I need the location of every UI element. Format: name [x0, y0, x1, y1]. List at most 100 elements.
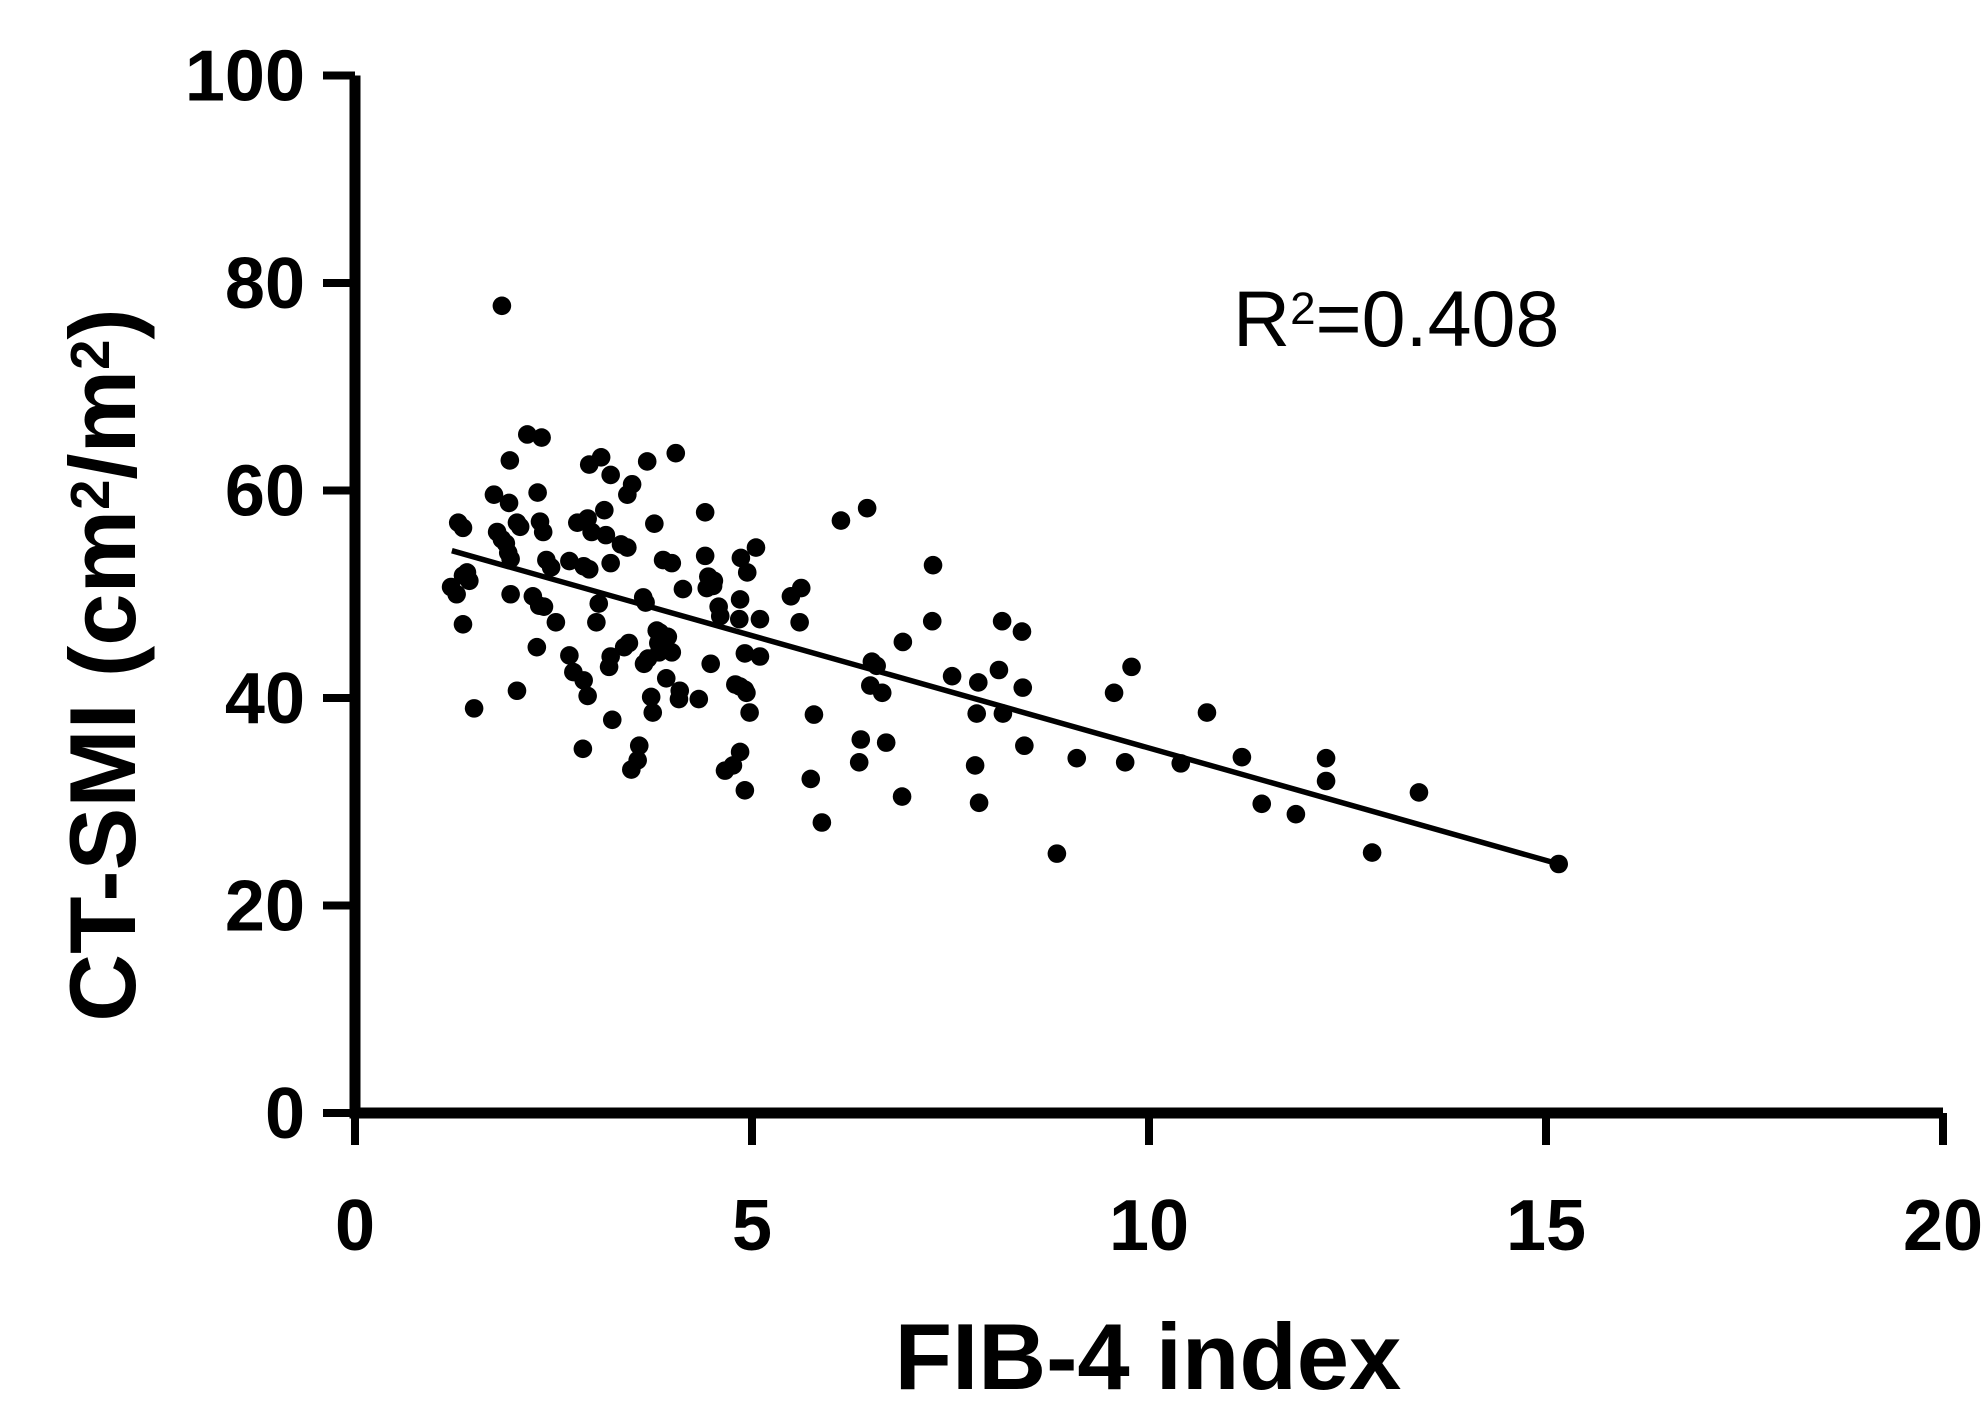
data-point — [669, 689, 689, 709]
data-point — [801, 769, 821, 789]
data-point — [737, 683, 756, 703]
data-point — [532, 428, 551, 447]
data-point — [560, 646, 579, 665]
data-point — [601, 553, 620, 573]
data-point — [1012, 622, 1032, 641]
data-point — [967, 704, 987, 723]
data-point — [595, 500, 614, 520]
data-point — [641, 687, 661, 707]
x-axis-title: FIB-4 index — [894, 1304, 1402, 1409]
axis-lines — [349, 75, 1943, 1119]
data-point — [589, 594, 609, 613]
data-point — [499, 493, 519, 513]
superscript: 2 — [59, 339, 121, 370]
data-point — [1104, 683, 1124, 703]
text-run: =0.408 — [1315, 274, 1560, 363]
data-point — [812, 813, 832, 832]
data-point — [573, 739, 593, 759]
data-point — [662, 553, 682, 573]
data-point — [710, 606, 730, 626]
data-point — [528, 483, 547, 502]
data-point — [574, 671, 593, 690]
data-point — [876, 733, 896, 752]
data-point — [492, 296, 512, 316]
data-point — [831, 511, 851, 530]
x-tick-label: 15 — [1506, 1186, 1586, 1266]
y-tick-label: 20 — [225, 867, 305, 947]
data-point — [730, 742, 750, 762]
data-point — [737, 563, 757, 582]
data-point — [517, 425, 537, 444]
data-point — [453, 615, 473, 634]
data-point — [546, 612, 566, 632]
data-point — [601, 647, 620, 666]
data-point — [602, 710, 622, 730]
data-point — [791, 578, 811, 598]
data-point — [893, 632, 913, 652]
data-point — [578, 686, 597, 706]
data-point — [460, 571, 479, 591]
data-point — [541, 557, 561, 577]
y-tick-label: 40 — [225, 659, 305, 739]
data-point — [636, 593, 655, 612]
data-point — [922, 611, 942, 631]
data-point — [645, 514, 664, 533]
y-tick-label: 80 — [225, 244, 305, 324]
data-point — [1122, 657, 1141, 677]
data-point — [1067, 748, 1087, 768]
data-point — [1015, 736, 1034, 756]
data-point — [510, 517, 530, 537]
x-tick-label: 20 — [1903, 1186, 1983, 1266]
text-run: R — [1233, 274, 1291, 363]
data-point — [689, 689, 709, 709]
data-point — [507, 681, 527, 701]
y-axis-title: CT-SMI (cm2/m2) — [50, 308, 155, 1022]
data-point — [730, 590, 750, 609]
data-point — [637, 452, 657, 471]
r-squared-annotation: R2=0.408 — [1233, 279, 1559, 358]
data-point — [965, 756, 985, 775]
data-point — [872, 683, 892, 703]
data-point — [1115, 753, 1135, 772]
data-point — [992, 611, 1012, 631]
x-tick-label: 10 — [1109, 1186, 1189, 1266]
data-point — [618, 485, 637, 504]
data-point — [447, 584, 466, 604]
data-point — [857, 498, 877, 518]
data-point — [666, 443, 686, 463]
data-point — [993, 704, 1013, 723]
data-point — [746, 538, 766, 557]
data-point — [596, 525, 616, 545]
data-point — [804, 705, 824, 724]
data-point — [587, 612, 606, 632]
data-point — [851, 730, 871, 749]
data-point — [695, 546, 715, 566]
superscript: 2 — [59, 479, 121, 510]
data-point — [867, 656, 886, 676]
data-point — [1047, 844, 1067, 863]
data-point — [579, 560, 599, 579]
data-point — [638, 649, 658, 668]
data-point — [1286, 804, 1306, 824]
data-point — [750, 647, 770, 666]
data-point — [729, 609, 749, 629]
data-point — [1549, 854, 1569, 874]
data-point — [622, 760, 641, 779]
data-point — [892, 787, 912, 806]
data-point — [731, 548, 751, 568]
data-point — [560, 551, 579, 571]
data-point — [1232, 747, 1252, 767]
data-point — [703, 576, 723, 596]
data-point — [527, 637, 547, 657]
x-tick-label: 0 — [335, 1186, 375, 1266]
data-point — [464, 699, 484, 718]
data-point — [1197, 703, 1217, 722]
data-point — [618, 538, 637, 557]
data-point — [501, 584, 520, 604]
data-point — [484, 485, 504, 504]
text-run: CT-SMI (cm — [50, 509, 155, 1022]
data-point — [614, 637, 634, 657]
data-point — [849, 753, 869, 772]
superscript: 2 — [1290, 283, 1316, 335]
text-run: ) — [50, 308, 155, 340]
